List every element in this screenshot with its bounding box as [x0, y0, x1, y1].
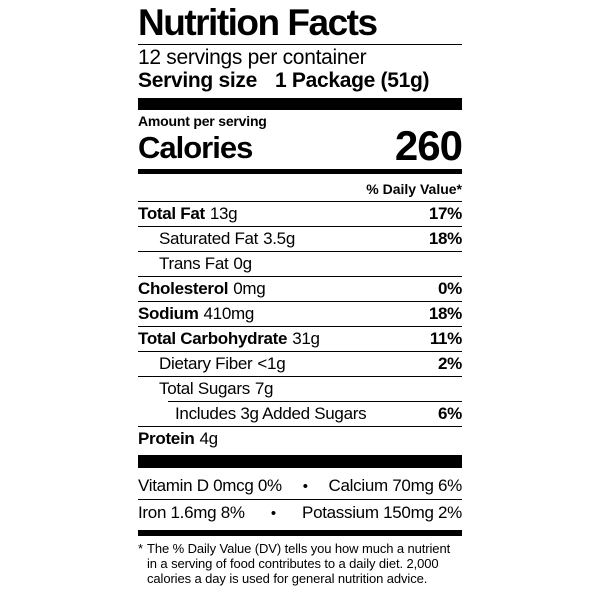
bullet-separator: • — [270, 505, 276, 522]
serving-size-row: Serving size 1 Package (51g) — [138, 69, 462, 93]
daily-value-percent: 2% — [438, 354, 462, 373]
nutrient-row-trans-fat: Trans Fat 0g — [138, 251, 462, 276]
calories-value: 260 — [394, 122, 463, 169]
thick-separator-top — [138, 98, 462, 110]
nutrient-row-total-fat: Total Fat 13g 17% — [138, 202, 462, 226]
nutrient-name-amount: Total Sugars 7g — [159, 379, 274, 398]
micronutrient-left: Iron 1.6mg 8% — [138, 503, 245, 522]
calories-label: Calories — [138, 130, 253, 165]
daily-value-percent: 6% — [438, 404, 462, 423]
nutrient-row-saturated-fat: Saturated Fat 3.5g 18% — [138, 226, 462, 251]
serving-size-label: Serving size — [138, 69, 257, 92]
nutrient-row-cholesterol: Cholesterol 0mg 0% — [138, 276, 462, 301]
nutrient-name-amount: Total Fat 13g — [138, 204, 238, 223]
footnote: * The % Daily Value (DV) tells you how m… — [138, 541, 462, 586]
daily-value-percent: 11% — [429, 329, 462, 348]
label-title: Nutrition Facts — [138, 3, 462, 45]
footnote-text: The % Daily Value (DV) tells you how muc… — [147, 541, 450, 586]
nutrient-name-amount: Total Carbohydrate 31g — [138, 329, 320, 348]
nutrient-name-amount: Cholesterol 0mg — [138, 279, 266, 298]
bullet-separator: • — [302, 478, 308, 495]
nutrient-name-amount: Sodium 410mg — [138, 304, 255, 323]
nutrient-row-sodium: Sodium 410mg 18% — [138, 301, 462, 326]
footnote-line: The % Daily Value (DV) tells you how muc… — [147, 541, 451, 556]
daily-value-percent: 18% — [428, 229, 462, 248]
nutrient-name-amount: Includes 3g Added Sugars — [175, 404, 367, 423]
calories-row: Calories 260 — [138, 122, 463, 169]
daily-value-percent: 17% — [428, 204, 462, 223]
nutrient-row-added-sugars: Includes 3g Added Sugars 6% — [168, 401, 462, 426]
amount-per-serving-label: Amount per serving — [138, 113, 267, 129]
footnote-asterisk: * — [138, 541, 143, 556]
nutrient-name-amount: Protein 4g — [138, 429, 218, 448]
micronutrient-right: Calcium 70mg 6% — [328, 476, 463, 495]
daily-value-percent: 18% — [428, 304, 462, 323]
footnote-line: in a serving of food contributes to a da… — [147, 556, 439, 571]
daily-value-header: % Daily Value* — [138, 177, 462, 202]
nutrient-name-amount: Saturated Fat 3.5g — [159, 229, 295, 248]
nutrient-row-total-sugars: Total Sugars 7g — [138, 376, 462, 401]
footnote-line: calories a day is used for general nutri… — [147, 571, 428, 586]
servings-per-container: 12 servings per container — [138, 46, 367, 69]
nutrient-row-protein: Protein 4g — [138, 426, 462, 451]
micronutrient-right: Potassium 150mg 2% — [302, 503, 462, 522]
thick-separator-bottom — [138, 455, 462, 468]
nutrient-name-amount: Dietary Fiber <1g — [159, 354, 286, 373]
nutrient-row-total-carbohydrate: Total Carbohydrate 31g 11% — [138, 326, 462, 351]
daily-value-percent: 0% — [438, 279, 462, 298]
medium-separator-footnote — [138, 530, 462, 536]
micronutrient-row-1: Vitamin D 0mcg 0% • Calcium 70mg 6% — [138, 473, 462, 499]
micronutrient-row-2: Iron 1.6mg 8% • Potassium 150mg 2% — [138, 499, 462, 526]
nutrient-row-dietary-fiber: Dietary Fiber <1g 2% — [138, 351, 462, 376]
serving-size-value: 1 Package (51g) — [274, 69, 430, 92]
micronutrient-left: Vitamin D 0mcg 0% — [138, 476, 282, 495]
nutrient-name-amount: Trans Fat 0g — [159, 254, 252, 273]
nutrition-facts-label: Nutrition Facts 12 servings per containe… — [138, 3, 463, 586]
medium-separator-calories — [138, 169, 462, 174]
